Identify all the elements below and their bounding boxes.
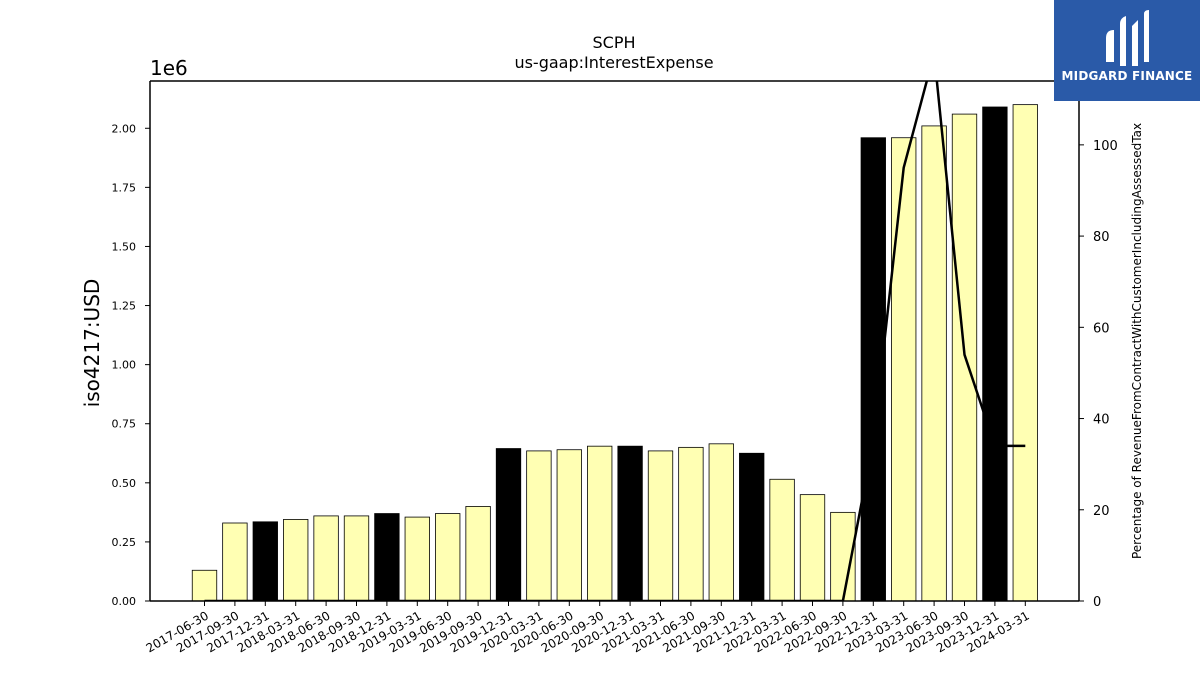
- bar-2023-03-31: [891, 137, 917, 602]
- logo-mark-icon: [1106, 10, 1149, 66]
- bar-2021-12-31: [739, 452, 765, 602]
- bar-2018-06-30: [313, 515, 339, 602]
- chart-subtitle: us-gaap:InterestExpense: [514, 53, 713, 72]
- series-line: [204, 81, 1026, 601]
- bar-2017-09-30: [222, 522, 248, 602]
- bar-2019-03-31: [404, 516, 430, 602]
- bars-group: [191, 104, 1038, 602]
- y2-tick-label: 40: [1093, 413, 1110, 428]
- y-tick-label: 2.00: [112, 122, 137, 135]
- y2-tick-label: 0: [1093, 595, 1101, 610]
- bar-2017-12-31: [252, 521, 278, 602]
- brand-logo: MIDGARD FINANCE: [1054, 0, 1200, 101]
- bar-2018-12-31: [374, 513, 400, 602]
- bar-2020-06-30: [556, 449, 582, 602]
- bar-2022-03-31: [769, 478, 795, 602]
- bar-2020-03-31: [526, 450, 552, 602]
- bar-2018-09-30: [343, 515, 370, 602]
- y2-tick-label: 20: [1093, 504, 1110, 519]
- bar-2019-06-30: [435, 513, 461, 602]
- line-group: [204, 81, 1026, 601]
- y-tick-label: 1.75: [112, 181, 137, 194]
- y-tick-label: 1.50: [112, 240, 137, 253]
- y2-axis-label: Percentage of RevenueFromContractWithCus…: [1130, 123, 1144, 559]
- chart-title: SCPH: [592, 33, 635, 52]
- bar-2023-12-31: [982, 106, 1008, 602]
- bar-2020-12-31: [617, 445, 643, 602]
- y-tick-label: 1.00: [112, 359, 137, 372]
- bar-2021-09-30: [708, 443, 734, 602]
- bar-2023-06-30: [921, 125, 947, 602]
- y-tick-label: 0.75: [112, 418, 137, 431]
- bar-2021-03-31: [647, 450, 674, 602]
- y-offset-label: 1e6: [150, 56, 188, 80]
- y-tick-label: 0.25: [112, 536, 137, 549]
- y2-tick-label: 100: [1093, 139, 1118, 154]
- bar-2017-06-30: [191, 569, 218, 602]
- y-tick-label: 0.50: [112, 477, 137, 490]
- bar-2019-09-30: [465, 506, 491, 602]
- bar-2021-06-30: [678, 446, 704, 602]
- bar-2022-06-30: [799, 494, 826, 602]
- y-tick-label: 1.25: [112, 300, 137, 313]
- logo-text: MIDGARD FINANCE: [1061, 69, 1193, 83]
- bar-2018-03-31: [283, 519, 309, 602]
- y-axis-label: iso4217:USD: [80, 279, 104, 408]
- axes-group: 0.00 0.25 0.50 0.75 1.00 1.25 1.50 1.75 2.00 0 20 4…: [112, 80, 1118, 655]
- bar-2024-03-31: [1012, 104, 1038, 602]
- bar-2020-09-30: [587, 445, 613, 602]
- y-tick-label: 0.00: [112, 595, 137, 608]
- y2-tick-label: 80: [1093, 230, 1110, 245]
- y2-tick-label: 60: [1093, 321, 1110, 336]
- bar-2019-12-31: [495, 448, 522, 602]
